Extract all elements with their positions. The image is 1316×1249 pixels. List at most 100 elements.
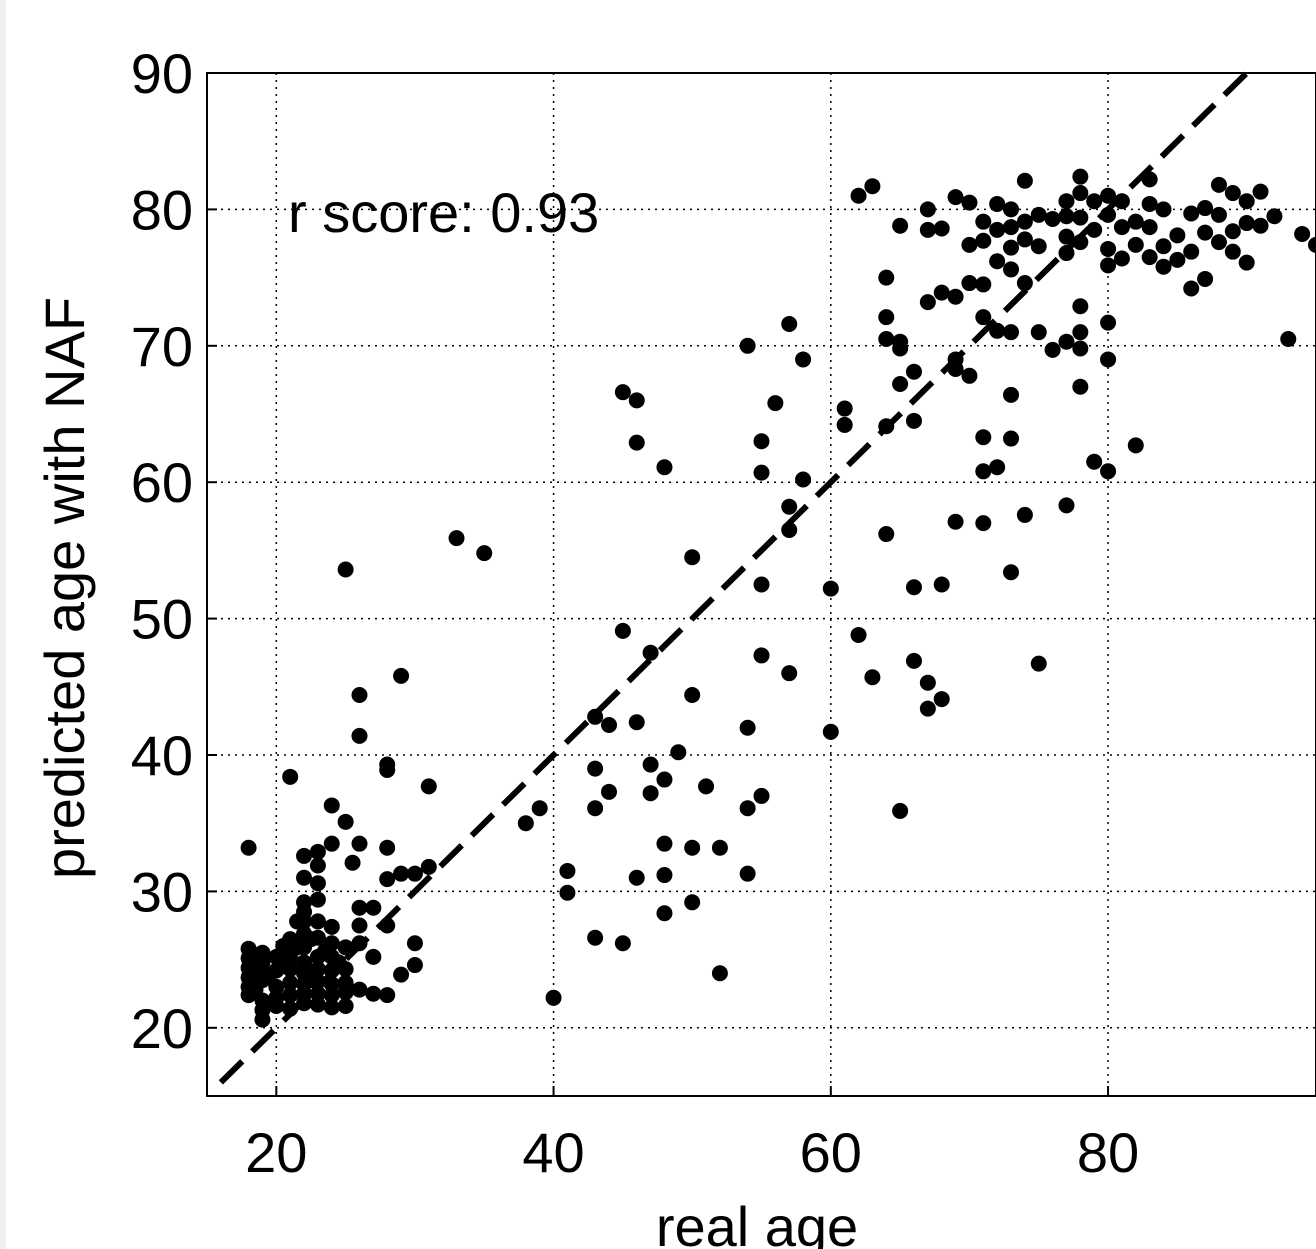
data-point	[739, 865, 756, 882]
data-point	[753, 576, 770, 593]
data-point	[753, 647, 770, 664]
data-point	[545, 989, 562, 1006]
data-point	[628, 869, 645, 886]
data-points	[240, 168, 1316, 1028]
data-point	[1058, 193, 1075, 210]
x-axis-label: real age	[656, 1195, 858, 1249]
data-point	[296, 847, 313, 864]
data-point	[933, 220, 950, 237]
data-point	[1224, 243, 1241, 260]
data-point	[656, 905, 673, 922]
data-point	[642, 785, 659, 802]
data-point	[1030, 206, 1047, 223]
data-point	[905, 363, 922, 380]
data-point	[254, 1011, 271, 1028]
data-point	[628, 714, 645, 731]
data-point	[947, 288, 964, 305]
data-point	[309, 843, 326, 860]
data-point	[406, 865, 423, 882]
data-point	[344, 854, 361, 871]
data-point	[864, 669, 881, 686]
data-point	[1058, 333, 1075, 350]
data-point	[337, 984, 354, 1001]
data-point	[379, 871, 396, 888]
data-point	[365, 899, 382, 916]
data-point	[309, 875, 326, 892]
data-point	[753, 464, 770, 481]
data-point	[1072, 378, 1089, 395]
data-point	[1072, 340, 1089, 357]
data-point	[1210, 234, 1227, 251]
data-point	[892, 375, 909, 392]
data-point	[905, 579, 922, 596]
data-point	[1003, 239, 1020, 256]
data-point	[1016, 275, 1033, 292]
identity-reference-line	[218, 70, 1249, 1085]
data-point	[1003, 324, 1020, 341]
data-point	[448, 530, 465, 547]
data-point	[587, 800, 604, 817]
data-point	[684, 686, 701, 703]
data-point	[961, 194, 978, 211]
data-point	[975, 309, 992, 326]
data-point	[656, 771, 673, 788]
data-point	[989, 459, 1006, 476]
data-point	[614, 935, 631, 952]
data-point	[795, 351, 812, 368]
data-point	[1058, 208, 1075, 225]
data-point	[947, 513, 964, 530]
data-point	[1016, 213, 1033, 230]
data-point	[1030, 238, 1047, 255]
data-point	[1141, 195, 1158, 212]
data-point	[1127, 236, 1144, 253]
data-point	[989, 195, 1006, 212]
r-score-annotation: r score: 0.93	[288, 181, 599, 244]
data-point	[351, 981, 368, 998]
data-point	[587, 760, 604, 777]
data-point	[961, 367, 978, 384]
data-point	[1044, 210, 1061, 227]
data-point	[393, 966, 410, 983]
data-point	[406, 935, 423, 952]
data-point	[1113, 219, 1130, 236]
data-point	[670, 744, 687, 761]
data-point	[1003, 219, 1020, 236]
data-point	[1086, 193, 1103, 210]
data-point	[1003, 386, 1020, 403]
data-point	[892, 217, 909, 234]
data-point	[892, 802, 909, 819]
scatter-chart: 20 40 60 80 20 30 40 50 60 70 80 90 r score: 0.93 …	[6, 0, 1316, 1249]
data-point	[351, 686, 368, 703]
data-point	[531, 800, 548, 817]
data-point	[559, 884, 576, 901]
data-point	[878, 330, 895, 347]
data-point	[1003, 261, 1020, 278]
data-point	[282, 974, 299, 991]
data-point	[365, 948, 382, 965]
data-point	[919, 201, 936, 218]
data-point	[1003, 430, 1020, 447]
data-point	[337, 813, 354, 830]
data-point	[892, 340, 909, 357]
data-point	[309, 929, 326, 946]
data-point	[365, 985, 382, 1002]
data-point	[684, 894, 701, 911]
data-point	[1072, 298, 1089, 315]
data-point	[836, 400, 853, 417]
data-point	[850, 626, 867, 643]
data-point	[933, 691, 950, 708]
data-point	[836, 416, 853, 433]
data-point	[961, 236, 978, 253]
data-point	[1197, 224, 1214, 241]
data-point	[642, 644, 659, 661]
data-point	[1169, 227, 1186, 244]
data-point	[296, 913, 313, 930]
data-point	[905, 652, 922, 669]
data-point	[601, 716, 618, 733]
data-point	[975, 213, 992, 230]
data-point	[309, 961, 326, 978]
data-point	[739, 800, 756, 817]
data-point	[1141, 219, 1158, 236]
y-tick-label: 70	[131, 315, 193, 378]
data-point	[337, 939, 354, 956]
